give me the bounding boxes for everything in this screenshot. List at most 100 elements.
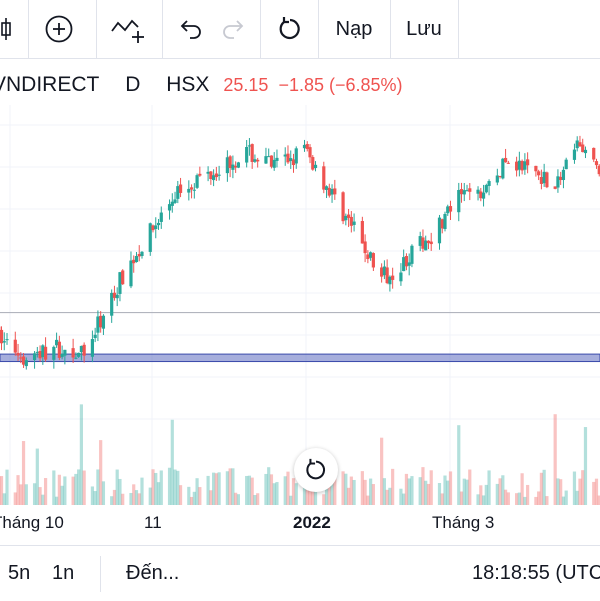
undo-icon[interactable] xyxy=(172,0,208,58)
candle-body xyxy=(421,237,424,248)
candle-body xyxy=(209,171,212,179)
candle-body xyxy=(135,256,138,262)
candle-body xyxy=(19,357,22,358)
candle-body xyxy=(237,162,240,167)
redo-icon[interactable] xyxy=(216,0,252,58)
range-5y-button[interactable]: 5n xyxy=(8,546,30,601)
candle-body xyxy=(543,172,546,183)
volume-bar xyxy=(344,474,347,505)
candle-body xyxy=(581,145,584,153)
candle-body xyxy=(306,144,309,149)
candle-body xyxy=(402,257,405,271)
volume-bar xyxy=(3,493,6,505)
candle-body xyxy=(102,316,105,329)
candle-body xyxy=(328,188,331,196)
candle-body xyxy=(187,189,190,193)
top-toolbar: Nạp Lưu xyxy=(0,0,600,59)
volume-bar xyxy=(463,479,466,505)
candle-body xyxy=(267,156,270,157)
candle-body xyxy=(595,161,598,165)
candle-body xyxy=(507,163,510,164)
volume-bar xyxy=(248,476,251,505)
range-1y-button[interactable]: 1n xyxy=(52,546,74,601)
interval-label[interactable]: D xyxy=(125,73,140,97)
volume-bar xyxy=(443,476,446,505)
volume-bar xyxy=(424,481,427,505)
candle-body xyxy=(504,158,507,162)
volume-bar xyxy=(63,476,66,505)
symbol-name[interactable]: VNDIRECT xyxy=(0,73,99,97)
volume-bar xyxy=(369,479,372,505)
volume-bar xyxy=(171,420,174,505)
volume-bar xyxy=(44,478,47,505)
volume-bar xyxy=(380,438,383,505)
candle-body xyxy=(157,223,160,225)
candle-body xyxy=(96,316,99,332)
volume-bar xyxy=(99,440,102,505)
volume-bar xyxy=(195,478,198,505)
support-zone[interactable] xyxy=(0,354,600,361)
compare-symbol-icon[interactable] xyxy=(106,0,150,58)
volume-bar xyxy=(168,468,171,505)
volume-bar xyxy=(132,484,135,505)
legend-interval-sep xyxy=(109,73,115,97)
candle-body xyxy=(72,348,75,357)
volume-bar xyxy=(77,469,80,505)
volume-bar xyxy=(61,486,64,505)
candle-body xyxy=(176,186,179,199)
volume-bar xyxy=(366,496,369,505)
candle-body xyxy=(352,222,355,225)
candle-body xyxy=(110,293,113,316)
candle-body xyxy=(545,172,548,187)
reset-chart-button[interactable] xyxy=(294,448,338,492)
volume-bar xyxy=(427,484,430,505)
candle-body xyxy=(361,221,364,243)
candle-body xyxy=(441,219,444,228)
volume-bar xyxy=(430,470,433,505)
volume-bar xyxy=(559,479,562,505)
candle-body xyxy=(207,172,210,174)
goto-date-button[interactable]: Đến... xyxy=(126,546,179,601)
volume-bar xyxy=(479,485,482,505)
load-button[interactable]: Nạp xyxy=(326,0,382,58)
candle-body xyxy=(383,267,386,276)
time-axis[interactable]: Tháng 10 11 2022 Tháng 3 xyxy=(0,505,600,545)
volume-bar xyxy=(386,490,389,505)
candle-body xyxy=(295,148,298,163)
volume-bar xyxy=(361,471,364,505)
candle-body xyxy=(576,140,579,148)
price-chart[interactable] xyxy=(0,105,600,505)
candle-body xyxy=(534,166,537,171)
volume-bar xyxy=(187,487,190,505)
candle-body xyxy=(292,159,295,165)
volume-bar xyxy=(526,485,529,505)
volume-bar xyxy=(58,475,61,505)
candle-body xyxy=(253,159,256,162)
volume-bar xyxy=(576,491,579,505)
volume-bar xyxy=(116,470,119,505)
volume-bar xyxy=(540,473,543,505)
reload-icon[interactable] xyxy=(270,0,310,58)
candle-body xyxy=(526,159,529,165)
save-button[interactable]: Lưu xyxy=(398,0,450,58)
add-indicator-icon[interactable] xyxy=(38,0,80,58)
volume-bar xyxy=(295,483,298,505)
candle-body xyxy=(485,185,488,192)
candle-body xyxy=(391,276,394,280)
candle-body xyxy=(476,190,479,194)
volume-bar xyxy=(173,470,176,505)
candle-body xyxy=(388,277,391,285)
clock-timezone[interactable]: 18:18:55 (UTC xyxy=(472,546,600,601)
volume-bar xyxy=(408,478,411,505)
candle-body xyxy=(151,225,154,230)
volume-bar xyxy=(507,492,510,505)
volume-bar xyxy=(121,494,124,505)
candle-body xyxy=(559,177,562,180)
candle-body xyxy=(523,161,526,169)
candle-body xyxy=(438,218,441,244)
candle-body xyxy=(565,160,568,169)
volume-bar xyxy=(110,496,113,505)
volume-bar xyxy=(534,497,537,505)
volume-bar xyxy=(292,478,295,505)
candles-icon[interactable] xyxy=(0,0,22,58)
